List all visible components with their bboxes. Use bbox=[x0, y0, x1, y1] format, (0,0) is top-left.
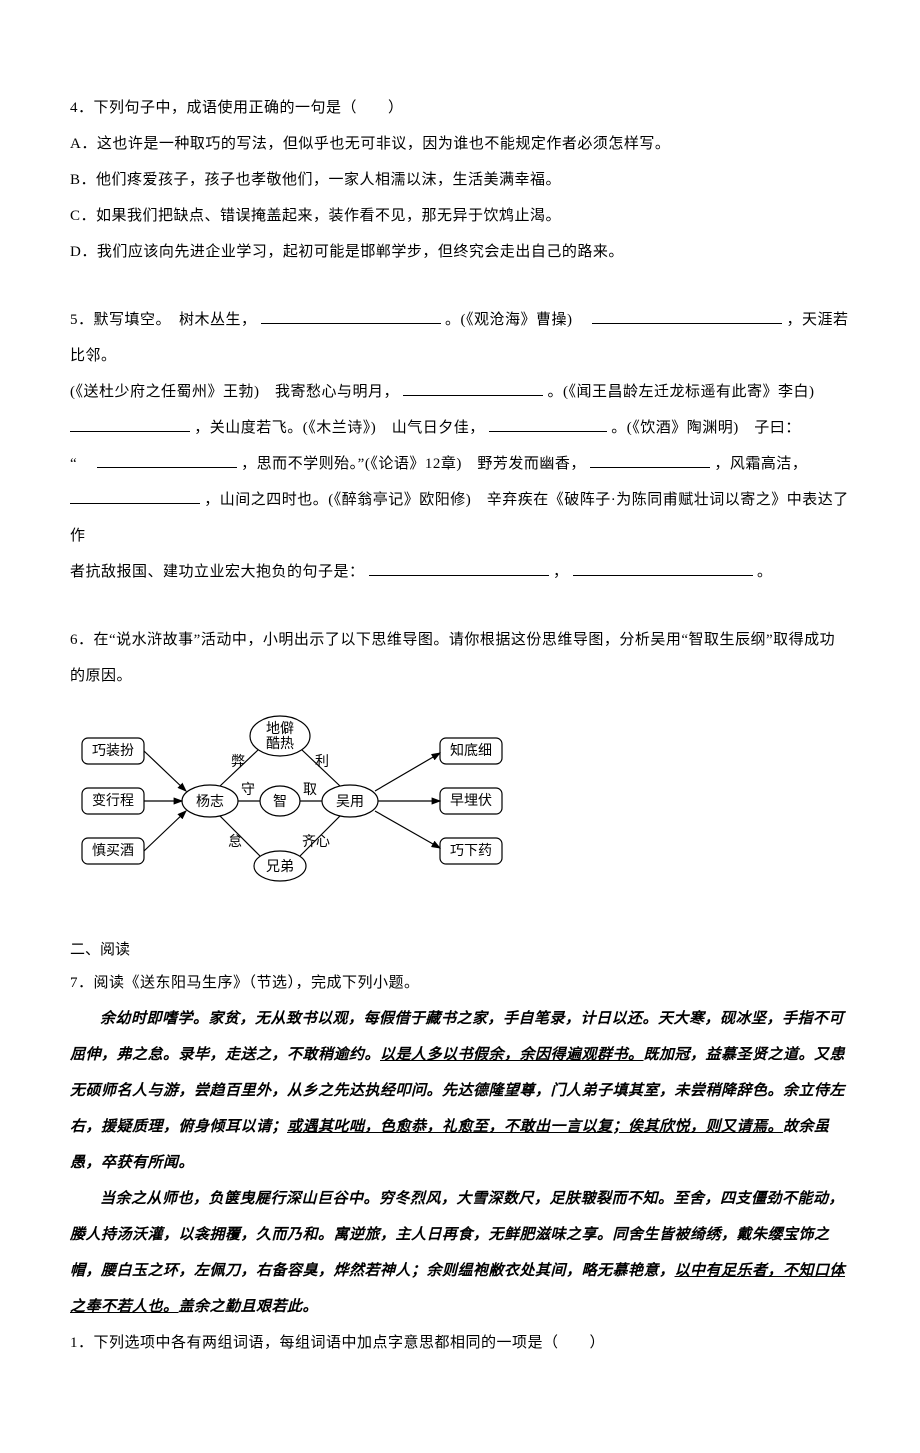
q5-line5: ，山间之四时也。(《醉翁亭记》欧阳修) 辛弃疾在《破阵子·为陈同甫赋壮词以寄之》… bbox=[70, 482, 850, 554]
blank-3 bbox=[403, 381, 543, 396]
q7-sub1: 1．下列选项中各有两组词语，每组词语中加点字意思都相同的一项是（ ） bbox=[70, 1325, 850, 1361]
q5-line6: 者抗敌报国、建功立业宏大抱负的句子是： ， 。 bbox=[70, 554, 850, 590]
mindmap-diagram: 巧装扮 变行程 慎买酒 杨志 智 吴用 地僻 酷热 兄弟 知底细 早埋伏 巧下药 bbox=[70, 708, 530, 903]
q4-option-b: B．他们疼爱孩子，孩子也孝敬他们，一家人相濡以沫，生活美满幸福。 bbox=[70, 162, 850, 198]
q5-text: 5．默写填空。 树木丛生， bbox=[70, 312, 257, 328]
q5-line3: ，关山度若飞。(《木兰诗》) 山气日夕佳， 。(《饮酒》陶渊明) 子曰： bbox=[70, 410, 850, 446]
blank-5 bbox=[489, 417, 607, 432]
blank-1 bbox=[261, 309, 441, 324]
edge-label-bi: 弊 bbox=[231, 754, 245, 770]
edge bbox=[144, 751, 186, 791]
q7-stem: 7．阅读《送东阳马生序》（节选），完成下列小题。 bbox=[70, 965, 850, 1001]
q5-text: 。 bbox=[757, 564, 773, 580]
node-label: 兄弟 bbox=[266, 859, 294, 875]
question-6: 6．在“说水浒故事”活动中，小明出示了以下思维导图。请你根据这份思维导图，分析吴… bbox=[70, 622, 850, 903]
edge-label-li: 利 bbox=[315, 754, 329, 770]
node-label: 吴用 bbox=[336, 795, 364, 810]
q4-option-a: A．这也许是一种取巧的写法，但似乎也无可非议，因为谁也不能规定作者必须怎样写。 bbox=[70, 126, 850, 162]
q5-text: (《送杜少府之任蜀州》王勃) 我寄愁心与明月， bbox=[70, 384, 399, 400]
passage-underline-2: 或遇其叱咄，色愈恭，礼愈至，不敢出一言以复；俟其欣悦，则又请焉。 bbox=[287, 1119, 783, 1135]
q5-line1: 5．默写填空。 树木丛生， 。(《观沧海》曹操) ，天涯若比邻。 bbox=[70, 302, 850, 374]
q4-option-d: D．我们应该向先进企业学习，起初可能是邯郸学步，但终究会走出自己的路来。 bbox=[70, 234, 850, 270]
passage-underline-1: 以是人多以书假余，余因得遍观群书。 bbox=[380, 1047, 644, 1063]
section-2-heading: 二、阅读 bbox=[70, 935, 850, 965]
q5-text: 。(《饮酒》陶渊明) 子曰： bbox=[611, 420, 801, 436]
edge bbox=[144, 811, 186, 851]
q4-stem: 4．下列句子中，成语使用正确的一句是（ ） bbox=[70, 90, 850, 126]
mindmap-svg: 巧装扮 变行程 慎买酒 杨志 智 吴用 地僻 酷热 兄弟 知底细 早埋伏 巧下药 bbox=[70, 708, 530, 898]
node-label: 酷热 bbox=[266, 736, 294, 752]
edge-label-dai: 怠 bbox=[228, 834, 242, 850]
q5-text: ，思而不学则殆。”(《论语》12章) 野芳发而幽香， bbox=[241, 456, 586, 472]
q5-line4: “ ，思而不学则殆。”(《论语》12章) 野芳发而幽香， ，风霜高洁， bbox=[70, 446, 850, 482]
q5-text: ，关山度若飞。(《木兰诗》) 山气日夕佳， bbox=[194, 420, 485, 436]
blank-6 bbox=[97, 453, 237, 468]
blank-7 bbox=[590, 453, 710, 468]
q5-text: 。(《闻王昌龄左迁龙标遥有此寄》李白) bbox=[548, 384, 815, 400]
edge-label-qu: 取 bbox=[303, 783, 317, 798]
q5-text: 。(《观沧海》曹操) bbox=[445, 312, 588, 328]
blank-10 bbox=[573, 561, 753, 576]
q5-text: ，风霜高洁， bbox=[714, 456, 807, 472]
node-label: 巧装扮 bbox=[92, 743, 134, 759]
q5-text: “ bbox=[70, 456, 93, 472]
node-label: 慎买酒 bbox=[92, 843, 134, 859]
q6-stem-b: 的原因。 bbox=[70, 658, 850, 694]
passage-text: 盖余之勤且艰若此。 bbox=[179, 1299, 319, 1315]
edge bbox=[375, 753, 440, 791]
q5-line2: (《送杜少府之任蜀州》王勃) 我寄愁心与明月， 。(《闻王昌龄左迁龙标遥有此寄》… bbox=[70, 374, 850, 410]
q7-passage-2: 当余之从师也，负箧曳屣行深山巨谷中。穷冬烈风，大雪深数尺，足肤皲裂而不知。至舍，… bbox=[70, 1181, 850, 1325]
node-label: 巧下药 bbox=[450, 843, 492, 859]
blank-8 bbox=[70, 489, 200, 504]
q6-stem-a: 6．在“说水浒故事”活动中，小明出示了以下思维导图。请你根据这份思维导图，分析吴… bbox=[70, 622, 850, 658]
q5-text: ， bbox=[553, 564, 569, 580]
node-label: 变行程 bbox=[92, 793, 134, 809]
blank-9 bbox=[369, 561, 549, 576]
q7-passage-1: 余幼时即嗜学。家贫，无从致书以观，每假借于藏书之家，手自笔录，计日以还。天大寒，… bbox=[70, 1001, 850, 1181]
node-label: 地僻 bbox=[266, 721, 294, 737]
node-label: 早埋伏 bbox=[450, 793, 492, 809]
q5-text: 者抗敌报国、建功立业宏大抱负的句子是： bbox=[70, 564, 365, 580]
node-label: 知底细 bbox=[450, 742, 492, 759]
blank-4 bbox=[70, 417, 190, 432]
question-4: 4．下列句子中，成语使用正确的一句是（ ） A．这也许是一种取巧的写法，但似乎也… bbox=[70, 90, 850, 270]
edge-label-qi: 齐心 bbox=[302, 834, 330, 850]
node-label: 智 bbox=[273, 794, 287, 810]
node-label: 杨志 bbox=[196, 794, 224, 810]
q4-option-c: C．如果我们把缺点、错误掩盖起来，装作看不见，那无异于饮鸩止渴。 bbox=[70, 198, 850, 234]
edge bbox=[375, 811, 440, 848]
edge-label-shou: 守 bbox=[241, 782, 255, 798]
question-5: 5．默写填空。 树木丛生， 。(《观沧海》曹操) ，天涯若比邻。 (《送杜少府之… bbox=[70, 302, 850, 590]
blank-2 bbox=[592, 309, 782, 324]
